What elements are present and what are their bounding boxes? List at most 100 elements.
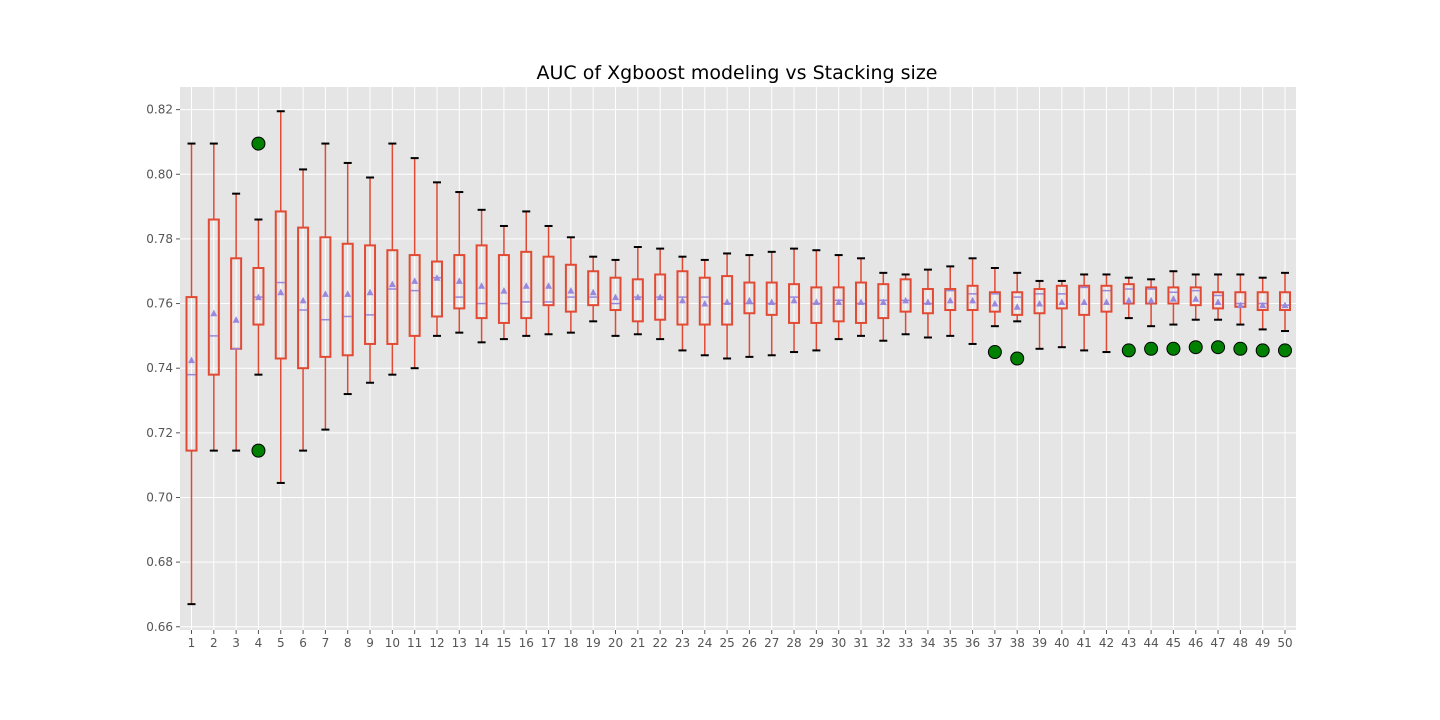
box-43 xyxy=(1121,276,1136,358)
box-body xyxy=(899,278,912,313)
mean-marker xyxy=(1259,301,1267,309)
outlier-point xyxy=(1278,343,1292,358)
x-tick-label: 1 xyxy=(188,636,196,650)
box-body xyxy=(1256,291,1269,312)
box-27 xyxy=(765,250,778,357)
box-28 xyxy=(788,247,801,354)
mean-marker xyxy=(254,293,262,301)
box-42 xyxy=(1100,273,1113,354)
x-tick-label: 38 xyxy=(1010,636,1025,650)
x-tick-label: 2 xyxy=(210,636,218,650)
y-tick-label: 0.68 xyxy=(146,555,173,569)
box-body xyxy=(587,270,600,307)
box-13 xyxy=(453,191,466,334)
box-body xyxy=(966,284,979,312)
outlier-point xyxy=(1166,341,1181,356)
mean-marker xyxy=(567,287,575,294)
box-14 xyxy=(475,208,488,344)
box-4 xyxy=(251,136,266,458)
x-tick-label: 13 xyxy=(452,636,467,650)
box-30 xyxy=(832,254,845,341)
mean-marker xyxy=(433,274,441,281)
box-48 xyxy=(1233,273,1248,356)
box-body xyxy=(274,210,287,360)
box-7 xyxy=(319,142,332,431)
x-tick-label: 31 xyxy=(853,636,868,650)
box-9 xyxy=(364,176,377,384)
box-body xyxy=(207,218,220,376)
outlier-point xyxy=(1121,343,1136,358)
mean-marker xyxy=(790,296,798,304)
box-body xyxy=(721,275,734,326)
box-body xyxy=(1011,291,1024,316)
mean-marker xyxy=(344,290,352,297)
mean-marker xyxy=(1281,301,1289,309)
outlier-point xyxy=(1010,351,1025,366)
mean-marker xyxy=(835,298,843,305)
outlier-point xyxy=(987,345,1002,360)
x-tick-label: 24 xyxy=(697,636,712,650)
box-body xyxy=(832,286,845,323)
box-46 xyxy=(1188,273,1203,355)
x-tick-label: 40 xyxy=(1054,636,1069,650)
box-44 xyxy=(1144,278,1159,356)
mean-marker xyxy=(1013,303,1021,310)
y-tick-label: 0.70 xyxy=(146,490,173,504)
mean-marker xyxy=(299,296,307,304)
box-25 xyxy=(721,252,734,360)
box-11 xyxy=(408,157,421,370)
mean-marker xyxy=(589,288,597,296)
box-26 xyxy=(743,254,756,358)
box-50 xyxy=(1278,271,1292,358)
box-body xyxy=(497,254,510,324)
mean-marker xyxy=(1036,300,1044,307)
mean-marker xyxy=(321,290,329,297)
outlier-point xyxy=(1211,340,1226,355)
box-body xyxy=(341,242,354,357)
outlier-point xyxy=(251,443,266,458)
mean-marker xyxy=(411,277,419,284)
box-body xyxy=(810,286,823,324)
x-tick-label: 8 xyxy=(344,636,352,650)
chart-title: AUC of Xgboost modeling vs Stacking size xyxy=(537,62,938,84)
x-tick-label: 18 xyxy=(563,636,578,650)
y-tick-label: 0.72 xyxy=(146,426,173,440)
x-tick-label: 37 xyxy=(987,636,1002,650)
box-body xyxy=(1212,291,1225,310)
y-tick-label: 0.74 xyxy=(146,361,173,375)
mean-marker xyxy=(366,288,374,296)
box-8 xyxy=(341,161,354,396)
box-body xyxy=(364,244,377,345)
box-31 xyxy=(854,257,867,337)
mean-marker xyxy=(545,282,553,289)
x-tick-label: 45 xyxy=(1166,636,1181,650)
box-body xyxy=(609,276,622,312)
box-35 xyxy=(944,265,957,337)
outlier-point xyxy=(1144,341,1159,356)
x-tick-label: 21 xyxy=(630,636,645,650)
mean-marker xyxy=(991,300,999,307)
x-tick-label: 46 xyxy=(1188,636,1203,650)
x-tick-label: 4 xyxy=(255,636,263,650)
box-body xyxy=(520,250,533,320)
outlier-point xyxy=(1188,340,1203,355)
y-tick-label: 0.82 xyxy=(146,103,173,117)
box-29 xyxy=(810,249,823,352)
box-18 xyxy=(564,236,577,334)
box-47 xyxy=(1211,273,1226,355)
mean-marker xyxy=(188,356,195,364)
box-38 xyxy=(1010,271,1025,366)
x-tick-label: 44 xyxy=(1143,636,1158,650)
box-15 xyxy=(497,224,510,341)
x-tick-label: 49 xyxy=(1255,636,1270,650)
box-body xyxy=(1078,284,1091,316)
mean-marker xyxy=(277,288,285,296)
x-tick-label: 35 xyxy=(943,636,958,650)
x-tick-label: 33 xyxy=(898,636,913,650)
box-body xyxy=(944,288,957,312)
x-tick-label: 26 xyxy=(742,636,757,650)
box-2 xyxy=(207,142,220,452)
box-body xyxy=(542,255,555,307)
mean-marker xyxy=(500,287,508,294)
